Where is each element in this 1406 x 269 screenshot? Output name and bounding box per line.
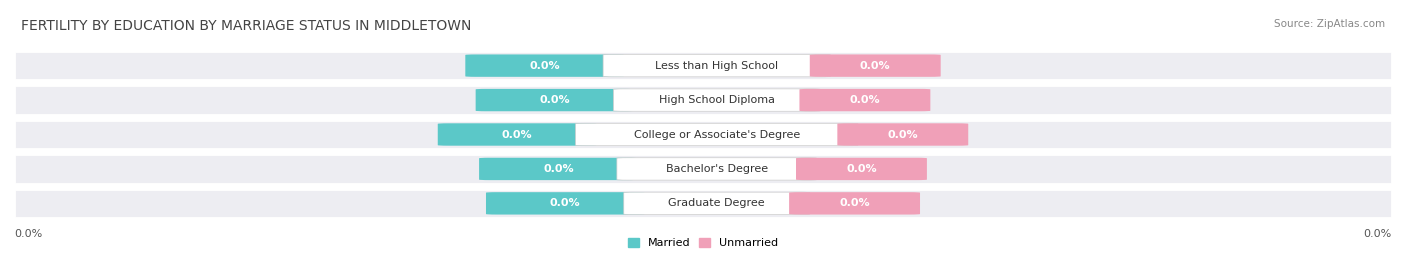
FancyBboxPatch shape [624, 192, 810, 215]
FancyBboxPatch shape [14, 51, 1392, 80]
FancyBboxPatch shape [14, 86, 1392, 115]
FancyBboxPatch shape [789, 192, 920, 215]
Text: 0.0%: 0.0% [14, 229, 42, 239]
Text: 0.0%: 0.0% [846, 164, 877, 174]
Text: 0.0%: 0.0% [550, 198, 581, 208]
Text: Bachelor's Degree: Bachelor's Degree [665, 164, 768, 174]
FancyBboxPatch shape [437, 123, 596, 146]
FancyBboxPatch shape [465, 54, 624, 77]
FancyBboxPatch shape [575, 123, 858, 146]
Text: 0.0%: 0.0% [839, 198, 870, 208]
FancyBboxPatch shape [603, 54, 831, 77]
Text: High School Diploma: High School Diploma [659, 95, 775, 105]
Text: 0.0%: 0.0% [849, 95, 880, 105]
FancyBboxPatch shape [486, 192, 644, 215]
Text: 0.0%: 0.0% [529, 61, 560, 71]
FancyBboxPatch shape [838, 123, 969, 146]
Text: 0.0%: 0.0% [1364, 229, 1392, 239]
FancyBboxPatch shape [14, 154, 1392, 183]
Text: 0.0%: 0.0% [502, 129, 533, 140]
Text: 0.0%: 0.0% [543, 164, 574, 174]
FancyBboxPatch shape [613, 89, 820, 111]
Text: 0.0%: 0.0% [887, 129, 918, 140]
FancyBboxPatch shape [14, 189, 1392, 218]
FancyBboxPatch shape [479, 158, 637, 180]
Text: FERTILITY BY EDUCATION BY MARRIAGE STATUS IN MIDDLETOWN: FERTILITY BY EDUCATION BY MARRIAGE STATU… [21, 19, 471, 33]
Text: Graduate Degree: Graduate Degree [668, 198, 765, 208]
Text: 0.0%: 0.0% [540, 95, 571, 105]
FancyBboxPatch shape [14, 120, 1392, 149]
FancyBboxPatch shape [617, 158, 817, 180]
FancyBboxPatch shape [475, 89, 634, 111]
Text: College or Associate's Degree: College or Associate's Degree [634, 129, 800, 140]
Text: Source: ZipAtlas.com: Source: ZipAtlas.com [1274, 19, 1385, 29]
FancyBboxPatch shape [800, 89, 931, 111]
FancyBboxPatch shape [810, 54, 941, 77]
Legend: Married, Unmarried: Married, Unmarried [623, 233, 783, 253]
Text: Less than High School: Less than High School [655, 61, 779, 71]
Text: 0.0%: 0.0% [860, 61, 890, 71]
FancyBboxPatch shape [796, 158, 927, 180]
